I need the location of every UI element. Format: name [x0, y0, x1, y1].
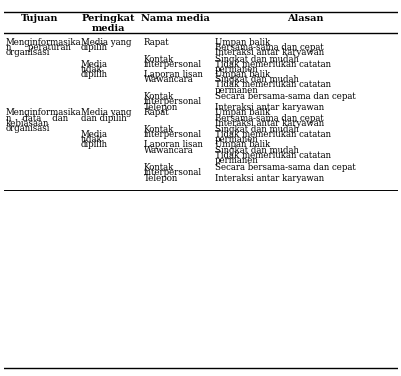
- Text: Umpan balik: Umpan balik: [214, 70, 269, 79]
- Text: Alasan: Alasan: [286, 14, 323, 23]
- Text: Interaksi antar karyawan: Interaksi antar karyawan: [214, 174, 323, 183]
- Text: Laporan lisan: Laporan lisan: [144, 141, 202, 150]
- Text: Telepon: Telepon: [144, 103, 178, 112]
- Text: Tidak memerlukan catatan: Tidak memerlukan catatan: [214, 60, 330, 69]
- Text: interpersonal: interpersonal: [144, 97, 201, 106]
- Text: Umpan balik: Umpan balik: [214, 141, 269, 150]
- Text: Secara bersama-sama dan cepat: Secara bersama-sama dan cepat: [214, 92, 354, 101]
- Text: Nama media: Nama media: [141, 14, 209, 23]
- Text: kebiasaan: kebiasaan: [6, 119, 49, 128]
- Text: Bersama-sama dan cepat: Bersama-sama dan cepat: [214, 43, 323, 52]
- Text: tidak: tidak: [81, 65, 102, 74]
- Text: Menginformasika: Menginformasika: [6, 38, 81, 47]
- Text: permanen: permanen: [214, 156, 258, 165]
- Text: Secara bersama-sama dan cepat: Secara bersama-sama dan cepat: [214, 162, 354, 171]
- Text: Tujuan: Tujuan: [21, 14, 58, 23]
- Text: Media: Media: [81, 60, 107, 69]
- Text: Umpan balik: Umpan balik: [214, 38, 269, 47]
- Text: Media yang: Media yang: [81, 108, 131, 117]
- Text: Singkat dan mudah: Singkat dan mudah: [214, 55, 298, 64]
- Text: dipilih: dipilih: [81, 141, 107, 150]
- Text: Telepon: Telepon: [144, 174, 178, 183]
- Text: interpersonal: interpersonal: [144, 168, 201, 177]
- Text: Tidak memerlukan catatan: Tidak memerlukan catatan: [214, 151, 330, 160]
- Text: Peringkat
media: Peringkat media: [81, 14, 135, 33]
- Text: tidak: tidak: [81, 135, 102, 144]
- Text: organisasi: organisasi: [6, 49, 50, 58]
- Text: Singkat dan mudah: Singkat dan mudah: [214, 75, 298, 84]
- Text: permanen: permanen: [214, 86, 258, 94]
- Text: Rapat: Rapat: [144, 108, 169, 117]
- Text: Bersama-sama dan cepat: Bersama-sama dan cepat: [214, 114, 323, 123]
- Text: interpersonal: interpersonal: [144, 60, 201, 69]
- Text: Tidak memerlukan catatan: Tidak memerlukan catatan: [214, 80, 330, 89]
- Text: Wawancara: Wawancara: [144, 146, 193, 155]
- Text: Media: Media: [81, 130, 107, 139]
- Text: Umpan balik: Umpan balik: [214, 108, 269, 117]
- Text: Singkat dan mudah: Singkat dan mudah: [214, 146, 298, 155]
- Text: dipilih: dipilih: [81, 70, 107, 79]
- Text: Media yang: Media yang: [81, 38, 131, 47]
- Text: Interaksi antar karyawan: Interaksi antar karyawan: [214, 49, 323, 58]
- Text: permanen: permanen: [214, 65, 258, 74]
- Text: Singkat dan mudah: Singkat dan mudah: [214, 125, 298, 134]
- Text: Interaksi antar karyawan: Interaksi antar karyawan: [214, 119, 323, 128]
- Text: Kontak: Kontak: [144, 125, 174, 134]
- Text: Interaksi antar karyawan: Interaksi antar karyawan: [214, 103, 323, 112]
- Text: organisasi: organisasi: [6, 124, 50, 133]
- Text: n      peraturan: n peraturan: [6, 43, 71, 52]
- Text: Wawancara: Wawancara: [144, 75, 193, 84]
- Text: Kontak: Kontak: [144, 55, 174, 64]
- Text: n    data    dan: n data dan: [6, 114, 68, 123]
- Text: Kontak: Kontak: [144, 92, 174, 101]
- Text: permanen: permanen: [214, 135, 258, 144]
- Text: Rapat: Rapat: [144, 38, 169, 47]
- Text: interpersonal: interpersonal: [144, 130, 201, 139]
- Text: dipilih: dipilih: [81, 43, 107, 52]
- Text: Tidak memerlukan catatan: Tidak memerlukan catatan: [214, 130, 330, 139]
- Text: Menginformasika: Menginformasika: [6, 108, 81, 117]
- Text: Kontak: Kontak: [144, 162, 174, 171]
- Text: dan dipilih: dan dipilih: [81, 114, 126, 123]
- Text: Laporan lisan: Laporan lisan: [144, 70, 202, 79]
